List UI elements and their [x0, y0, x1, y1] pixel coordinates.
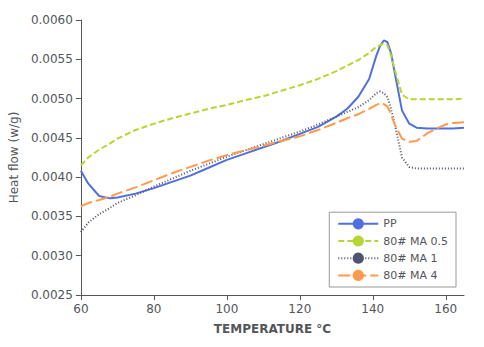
svg-text:80: 80 [146, 302, 161, 316]
svg-text:80# MA 1: 80# MA 1 [383, 252, 437, 265]
svg-text:100: 100 [215, 302, 238, 316]
svg-text:0.0040: 0.0040 [31, 170, 73, 184]
svg-text:0.0025: 0.0025 [31, 288, 73, 302]
svg-text:60: 60 [73, 302, 88, 316]
svg-text:0.0035: 0.0035 [31, 209, 73, 223]
svg-text:0.0050: 0.0050 [31, 92, 73, 106]
svg-text:80# MA 0.5: 80# MA 0.5 [383, 235, 448, 248]
svg-text:80# MA 4: 80# MA 4 [383, 269, 437, 282]
svg-text:0.0060: 0.0060 [31, 13, 73, 27]
svg-text:120: 120 [288, 302, 311, 316]
svg-text:0.0045: 0.0045 [31, 131, 73, 145]
svg-text:160: 160 [434, 302, 457, 316]
svg-text:0.0030: 0.0030 [31, 249, 73, 263]
svg-text:Heat flow (w/g): Heat flow (w/g) [7, 112, 21, 204]
svg-text:TEMPERATURE °C: TEMPERATURE °C [214, 322, 331, 336]
svg-text:140: 140 [361, 302, 384, 316]
svg-text:PP: PP [383, 217, 397, 230]
svg-text:0.0055: 0.0055 [31, 52, 73, 66]
